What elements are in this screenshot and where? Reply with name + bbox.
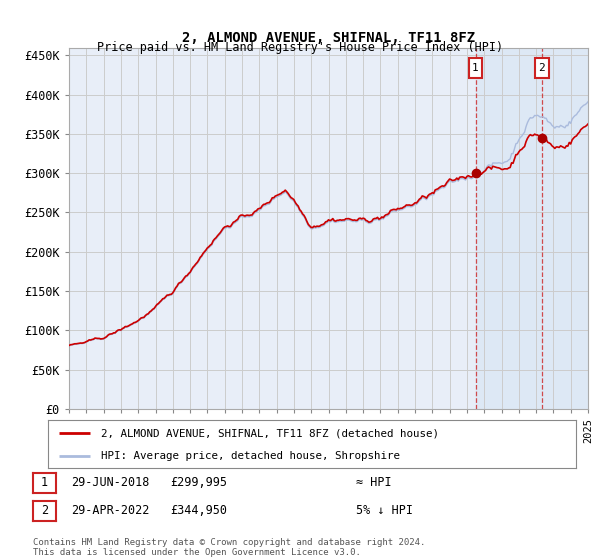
- Text: HPI: Average price, detached house, Shropshire: HPI: Average price, detached house, Shro…: [101, 451, 400, 461]
- Text: Contains HM Land Registry data © Crown copyright and database right 2024.
This d: Contains HM Land Registry data © Crown c…: [33, 538, 425, 557]
- Text: 1: 1: [41, 476, 48, 489]
- Text: £344,950: £344,950: [170, 504, 227, 517]
- Text: Price paid vs. HM Land Registry's House Price Index (HPI): Price paid vs. HM Land Registry's House …: [97, 41, 503, 54]
- Bar: [469, 58, 482, 78]
- Title: 2, ALMOND AVENUE, SHIFNAL, TF11 8FZ: 2, ALMOND AVENUE, SHIFNAL, TF11 8FZ: [182, 31, 475, 45]
- Text: 5% ↓ HPI: 5% ↓ HPI: [356, 504, 413, 517]
- Text: £299,995: £299,995: [170, 476, 227, 489]
- Bar: [535, 58, 549, 78]
- Text: 2: 2: [41, 504, 48, 517]
- Text: 2, ALMOND AVENUE, SHIFNAL, TF11 8FZ (detached house): 2, ALMOND AVENUE, SHIFNAL, TF11 8FZ (det…: [101, 428, 439, 438]
- Text: 1: 1: [472, 63, 479, 73]
- Bar: [476, 48, 588, 409]
- Text: 29-JUN-2018: 29-JUN-2018: [71, 476, 149, 489]
- Text: ≈ HPI: ≈ HPI: [356, 476, 391, 489]
- Text: 29-APR-2022: 29-APR-2022: [71, 504, 149, 517]
- Text: 2: 2: [538, 63, 545, 73]
